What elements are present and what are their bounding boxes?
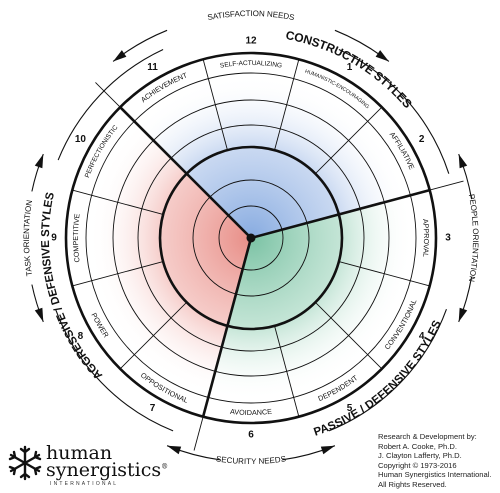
center-dot: [246, 233, 256, 243]
style-divider: [202, 59, 228, 151]
arrow-head: [34, 154, 44, 169]
satisfaction-needs-label: SATISFACTION NEEDS: [207, 9, 295, 22]
concentric-rings: [64, 51, 438, 425]
arrow-head: [458, 307, 468, 322]
credit-line: Research & Development by:: [378, 432, 477, 441]
style-spokes: [72, 59, 431, 418]
style-number-9: 9: [51, 233, 57, 244]
style-number-2: 2: [419, 134, 425, 145]
arrow-head: [458, 154, 468, 169]
style-number-8: 8: [78, 331, 84, 342]
boundary-tick: [95, 82, 121, 108]
ring: [158, 145, 344, 331]
style-divider: [315, 106, 383, 174]
style-divider: [274, 59, 300, 151]
style-divider: [338, 261, 430, 287]
style-divider: [274, 325, 300, 417]
arrow-head: [167, 445, 182, 455]
ring: [112, 99, 390, 377]
task-orientation-label: TASK ORIENTATION: [22, 199, 34, 277]
logo-word-international: INTERNATIONAL: [50, 481, 119, 487]
credit-line: Human Synergistics International.: [378, 470, 492, 480]
security-needs-label: SECURITY NEEDS: [215, 454, 286, 466]
constructive-sector: [134, 73, 411, 238]
ring: [85, 72, 417, 404]
arrow-head: [34, 307, 44, 322]
aggressive-sector: [85, 121, 251, 398]
snowflake-logo-icon: [8, 445, 42, 481]
credits-block: Research & Development by: Robert A. Coo…: [378, 432, 500, 490]
credit-line: Copyright © 1973-2016: [378, 460, 457, 470]
ring: [137, 124, 365, 352]
style-number-3: 3: [445, 233, 451, 244]
style-divider: [72, 189, 164, 215]
style-name-6: AVOIDANCE: [230, 407, 273, 417]
outer-arc: [57, 48, 164, 161]
arrow-head: [113, 50, 127, 62]
style-name-12: SELF-ACTUALIZING: [219, 60, 282, 70]
style-name-9: COMPETITIVE: [71, 213, 82, 263]
credit-line: All Rights Reserved.: [378, 479, 447, 489]
ring: [218, 205, 284, 271]
arrow-head: [320, 445, 335, 455]
credit-line: Robert A. Cooke, Ph.D.: [378, 441, 457, 451]
cluster-divider: [201, 237, 253, 418]
style-number-5: 5: [347, 403, 353, 414]
boundary-tick: [429, 180, 464, 191]
logo-word-human: human: [46, 442, 113, 464]
style-number-1: 1: [347, 62, 353, 73]
cluster-divider: [250, 188, 431, 240]
style-number-11: 11: [147, 62, 158, 73]
people-orientation-label: PEOPLE ORIENTATION: [467, 193, 480, 282]
boundary-tick: [193, 416, 204, 451]
logo-word-synergistics: synergistics®: [46, 459, 169, 481]
style-name-3: APPROVAL: [421, 218, 431, 257]
style-number-4: 4: [419, 331, 425, 342]
style-number-7: 7: [150, 403, 156, 414]
style-number-6: 6: [248, 430, 254, 441]
style-number-10: 10: [75, 134, 87, 145]
style-number-12: 12: [245, 36, 257, 47]
arrow-head: [375, 50, 389, 62]
outer-arc: [328, 308, 447, 432]
style-divider: [315, 302, 383, 370]
style-divider: [119, 302, 187, 370]
style-divider: [72, 261, 164, 287]
human-synergistics-logo: human synergistics® INTERNATIONAL: [6, 440, 176, 490]
cluster-divider: [119, 106, 252, 239]
outer-arc: [338, 48, 450, 174]
outer-arc: [55, 308, 174, 432]
ring: [192, 179, 310, 297]
credit-line: J. Clayton Lafferty, Ph.D.: [378, 451, 462, 461]
ring: [64, 51, 438, 425]
